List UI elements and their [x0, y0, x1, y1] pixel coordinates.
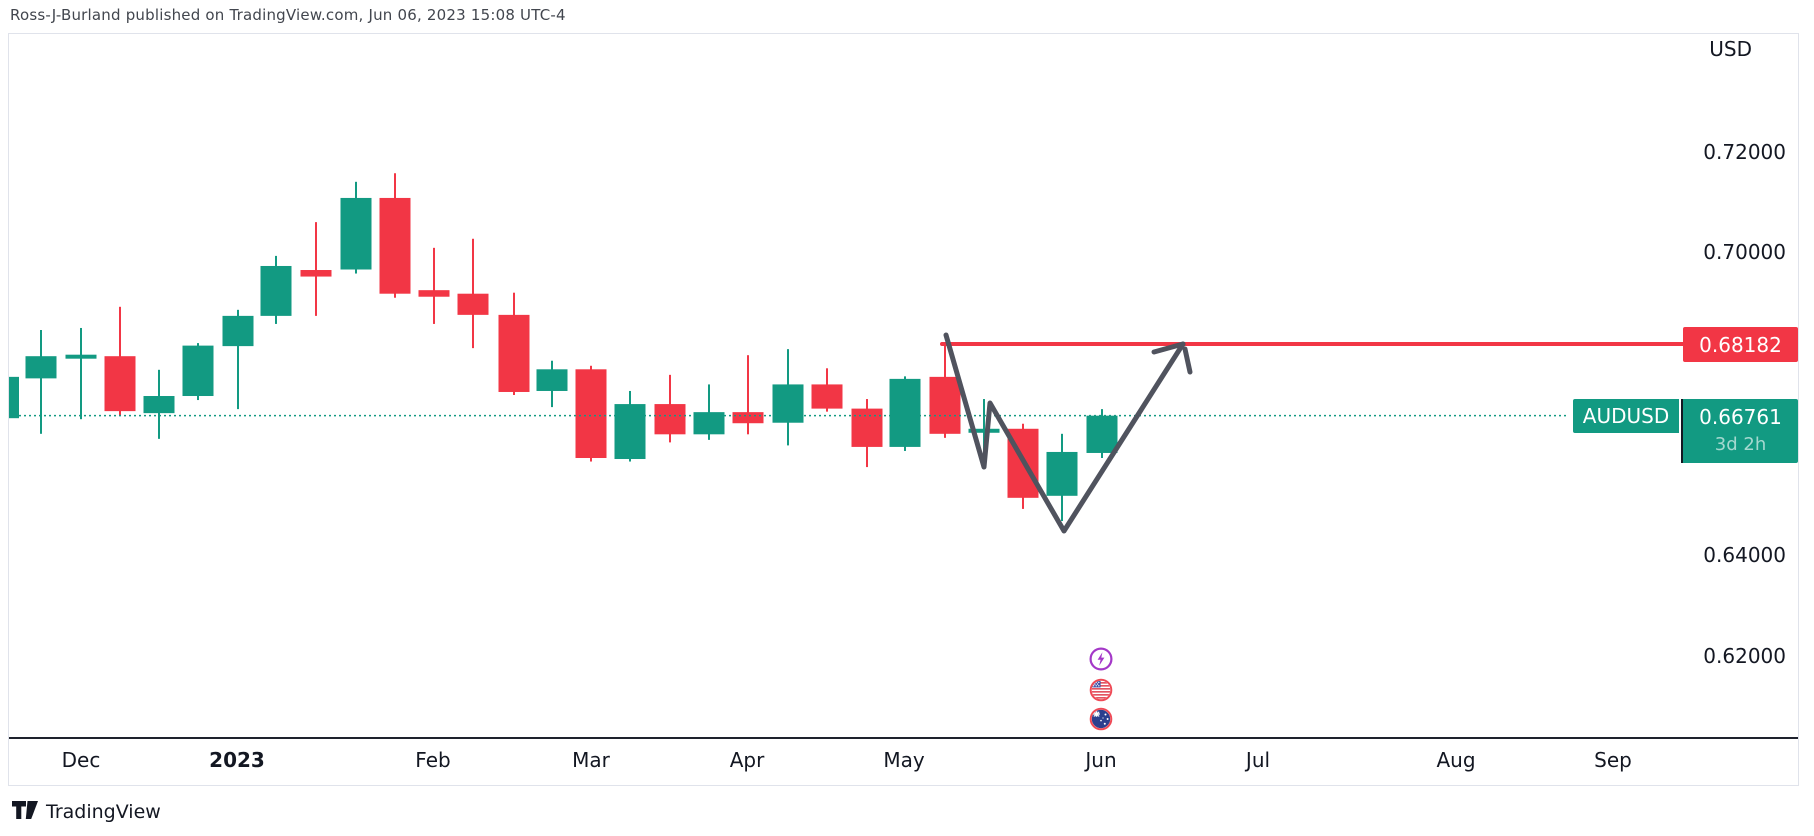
candle-up[interactable]: [889, 378, 921, 447]
price-tick-label: 0.70000: [1703, 240, 1786, 265]
chart-area[interactable]: Dec 2023 Feb Mar Apr May Jun Jul Aug Sep USD 0.72…: [8, 33, 1799, 786]
time-tick-label: May: [883, 748, 925, 772]
candle-down[interactable]: [104, 356, 136, 412]
candle-down[interactable]: [379, 197, 411, 294]
economic-event-flash-icon[interactable]: [1089, 647, 1113, 671]
candle-up[interactable]: [536, 369, 568, 391]
candle-down[interactable]: [811, 384, 843, 409]
candle-down[interactable]: [732, 412, 764, 424]
candle-up[interactable]: [25, 356, 57, 379]
time-tick-label: 2023: [209, 748, 265, 772]
candle-up[interactable]: [9, 376, 19, 419]
candle-up[interactable]: [182, 345, 214, 397]
current-price-badge[interactable]: 0.66761 3d 2h: [1681, 398, 1798, 463]
projection-arrowhead-tail: [1182, 346, 1193, 375]
time-axis-separator: [9, 737, 1798, 739]
time-tick-label: Aug: [1436, 748, 1476, 772]
projection-arrowhead: [1151, 341, 1186, 355]
time-tick-label: Jun: [1085, 748, 1117, 772]
tradingview-logo[interactable]: TradingView: [12, 801, 161, 823]
time-tick-label: Dec: [61, 748, 101, 772]
currency-label: USD: [1709, 37, 1752, 61]
chart-canvas[interactable]: [9, 34, 1798, 785]
candle-down[interactable]: [498, 314, 530, 392]
time-tick-label: Mar: [572, 748, 610, 772]
tradingview-logo-text: TradingView: [46, 801, 161, 823]
candle-up[interactable]: [1086, 415, 1118, 453]
time-tick-label: Jul: [1245, 748, 1271, 772]
price-tick-label: 0.62000: [1703, 643, 1786, 668]
candle-down[interactable]: [575, 369, 607, 459]
candle-up[interactable]: [614, 404, 646, 460]
candle-up[interactable]: [65, 354, 97, 359]
bar-countdown: 3d 2h: [1714, 433, 1767, 455]
projection-arrow[interactable]: [943, 332, 1186, 534]
candle-down[interactable]: [457, 293, 489, 315]
candle-down[interactable]: [418, 290, 450, 297]
current-price-value: 0.66761: [1699, 404, 1782, 429]
time-tick-label: Sep: [1594, 748, 1632, 772]
resistance-price-badge[interactable]: 0.68182: [1683, 327, 1798, 362]
candle-up[interactable]: [772, 384, 804, 423]
symbol-badge[interactable]: AUDUSD: [1573, 398, 1679, 433]
price-tick-label: 0.72000: [1703, 139, 1786, 164]
candlestick-plot[interactable]: [9, 34, 1798, 789]
tradingview-logo-icon: [12, 801, 38, 823]
candle-down[interactable]: [851, 408, 883, 447]
price-tick-label: 0.64000: [1703, 542, 1786, 567]
candle-up[interactable]: [1046, 451, 1078, 496]
candle-up[interactable]: [260, 265, 292, 316]
time-tick-label: Feb: [415, 748, 451, 772]
candle-down[interactable]: [929, 376, 961, 434]
candle-up[interactable]: [222, 315, 254, 347]
candle-up[interactable]: [968, 428, 1000, 433]
candle-up[interactable]: [143, 396, 175, 414]
us-flag-event-icon[interactable]: [1089, 678, 1113, 702]
candle-up[interactable]: [693, 412, 725, 435]
candle-down[interactable]: [654, 404, 686, 435]
au-flag-event-icon[interactable]: [1089, 707, 1113, 731]
candle-down[interactable]: [300, 270, 332, 277]
candle-up[interactable]: [340, 197, 372, 270]
attribution-text: Ross-J-Burland published on TradingView.…: [10, 6, 566, 24]
time-tick-label: Apr: [729, 748, 765, 772]
